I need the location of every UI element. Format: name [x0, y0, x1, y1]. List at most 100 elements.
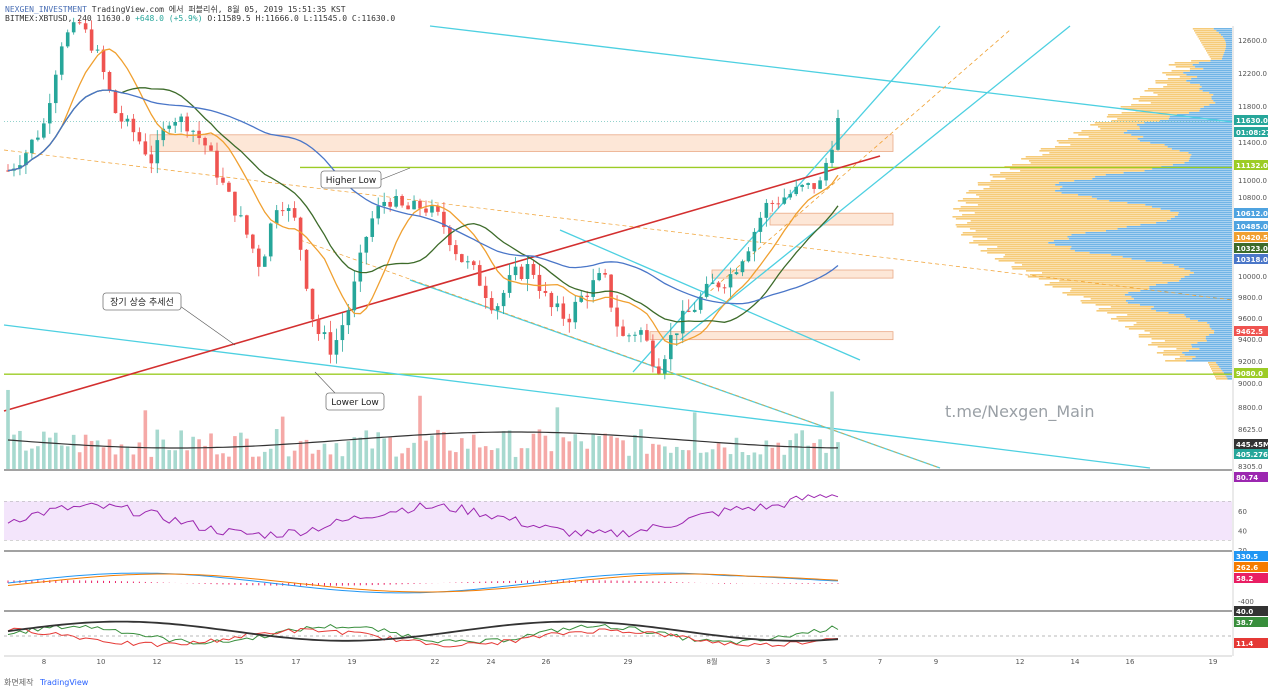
vp-bar-buy: [1127, 202, 1232, 204]
vp-bar-sell: [1210, 58, 1222, 60]
volume-bar: [430, 435, 434, 469]
price-badge-label: 405.276M: [1236, 451, 1275, 459]
volume-bar: [215, 454, 219, 469]
vp-bar-buy: [1133, 298, 1232, 300]
vp-bar-buy: [1222, 36, 1232, 38]
vp-bar-buy: [1156, 310, 1232, 312]
vp-bar-sell: [1135, 110, 1200, 112]
macd-line: [7, 572, 839, 594]
price-tick: 9400.0: [1238, 336, 1263, 344]
vp-bar-buy: [1189, 274, 1232, 276]
macd-badge-label: 58.2: [1236, 575, 1253, 583]
volume-bar: [256, 456, 261, 469]
volume-bar: [149, 456, 154, 469]
vp-bar-buy: [1180, 278, 1232, 280]
candle-body: [412, 200, 416, 210]
candle-body: [59, 46, 64, 75]
candle-body: [567, 318, 572, 323]
price-tick: 12200.0: [1238, 70, 1267, 78]
vp-bar-sell: [979, 196, 1092, 198]
volume-bar: [436, 429, 440, 469]
candle-body: [251, 234, 255, 249]
price-tick: 11400.0: [1238, 139, 1267, 147]
candle-body: [758, 217, 763, 232]
vp-bar-buy: [1198, 62, 1232, 64]
volume-bar: [531, 433, 536, 469]
vp-bar-sell: [953, 208, 1161, 210]
vp-bar-buy: [1111, 254, 1232, 256]
vp-bar-sell: [1090, 124, 1138, 126]
volume-bar: [734, 437, 739, 469]
vp-bar-sell: [1125, 326, 1210, 328]
vp-bar-buy: [1182, 352, 1232, 354]
candle-body: [501, 292, 506, 307]
candle-body: [442, 211, 446, 228]
candle-body: [167, 125, 172, 129]
vp-bar-buy: [1055, 184, 1232, 186]
volume-bar: [627, 455, 631, 469]
price-badge: [1234, 208, 1268, 218]
candle-body: [280, 210, 285, 212]
vp-bar-buy: [1209, 104, 1232, 106]
volume-bar: [388, 437, 392, 469]
vp-bar-sell: [1003, 256, 1123, 258]
vp-bar-buy: [1225, 42, 1232, 44]
vp-bar-sell: [1071, 288, 1150, 290]
vp-bar-buy: [1223, 54, 1232, 56]
price-tick: 9200.0: [1238, 358, 1263, 366]
volume-ma: [7, 431, 838, 449]
vp-bar-sell: [1163, 86, 1202, 88]
candle-body: [734, 272, 739, 275]
vp-bar-buy: [1059, 182, 1232, 184]
footer: 화면제작 TradingView: [4, 677, 88, 688]
vp-bar-buy: [1199, 110, 1232, 112]
vp-bar-sell: [1004, 254, 1112, 256]
candle-body: [119, 113, 124, 122]
vp-bar-buy: [1167, 282, 1232, 284]
vp-bar-sell: [1127, 314, 1185, 316]
vp-bar-buy: [1199, 88, 1232, 90]
vp-bar-buy: [1197, 320, 1232, 322]
volume-bar: [400, 453, 404, 469]
vp-bar-buy: [1191, 154, 1232, 156]
volume-bar: [800, 430, 804, 469]
price-badge: [1234, 127, 1268, 137]
vp-bar-sell: [987, 248, 1071, 250]
vp-bar-buy: [1131, 134, 1232, 136]
vp-bar-sell: [1155, 80, 1187, 82]
vp-bar-sell: [1144, 330, 1215, 332]
vp-bar-sell: [1157, 346, 1192, 348]
candle-body: [203, 137, 207, 146]
time-tick: 12: [153, 658, 162, 666]
vp-bar-buy: [1070, 248, 1232, 250]
candle-body: [215, 150, 219, 178]
candle-body: [95, 49, 100, 51]
volume-bar: [227, 456, 231, 469]
vp-bar-buy: [1203, 106, 1232, 108]
last-price: 11630.0: [96, 14, 131, 23]
vp-bar-sell: [1179, 76, 1198, 78]
candle-body: [657, 366, 661, 374]
vp-bar-buy: [1226, 44, 1232, 46]
volume-bar: [179, 430, 183, 469]
volume-bar: [740, 452, 745, 469]
vp-bar-sell: [1171, 70, 1190, 72]
volume-bar: [328, 454, 333, 469]
vp-bar-sell: [1202, 44, 1227, 46]
candle-body: [245, 215, 249, 235]
vp-bar-buy: [1222, 56, 1232, 58]
vp-bar-sell: [978, 244, 1056, 246]
candle-body: [806, 183, 810, 185]
vp-bar-sell: [1070, 290, 1141, 292]
vp-bar-sell: [1194, 30, 1217, 32]
vp-bar-sell: [1168, 64, 1193, 66]
volume-bar: [836, 442, 840, 469]
candle-body: [6, 170, 10, 172]
price-zone-3: [649, 331, 894, 341]
vp-bar-buy: [1125, 300, 1232, 302]
vp-bar-buy: [1139, 140, 1232, 142]
vp-bar-sell: [1014, 262, 1163, 264]
volume-bar: [573, 434, 578, 469]
candle-body: [573, 301, 578, 323]
